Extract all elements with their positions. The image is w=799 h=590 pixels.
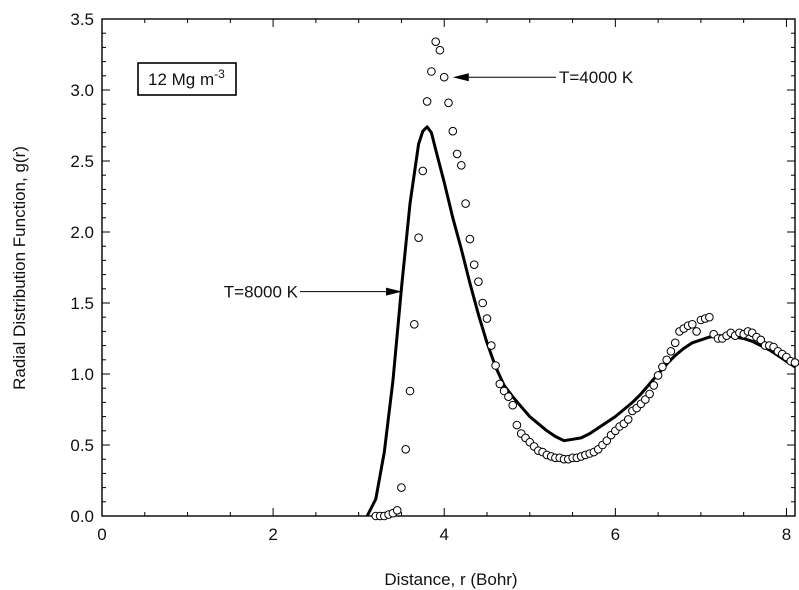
data-point-t-4000-k bbox=[641, 395, 650, 404]
data-point-t-4000-k bbox=[418, 166, 428, 176]
density-label-box: 12 Mg m-3 bbox=[137, 62, 237, 96]
data-point-t-4000-k bbox=[469, 260, 479, 270]
y-axis-title: Radial Distribution Function, g(r) bbox=[10, 146, 29, 390]
data-point-t-4000-k bbox=[405, 386, 415, 396]
y-tick-label: 0.0 bbox=[70, 507, 94, 526]
annotation-label-8000k: T=8000 K bbox=[224, 283, 299, 302]
data-point-t-4000-k bbox=[602, 436, 612, 446]
data-point-t-4000-k bbox=[790, 358, 799, 367]
data-point-t-4000-k bbox=[427, 67, 436, 76]
data-point-t-4000-k bbox=[401, 445, 411, 454]
data-point-t-4000-k bbox=[705, 312, 714, 322]
data-point-t-4000-k bbox=[465, 234, 475, 244]
tick-labels: 0 2 4 6 8 0.0 0.5 1.0 1.5 2.0 2.5 3.0 3.5 bbox=[70, 10, 791, 544]
axes bbox=[101, 18, 796, 517]
ticks bbox=[101, 18, 795, 517]
data-point-t-4000-k bbox=[666, 347, 676, 356]
x-tick-label: 4 bbox=[439, 525, 448, 544]
data-point-t-4000-k bbox=[482, 314, 492, 323]
data-point-t-4000-k bbox=[645, 389, 654, 399]
data-point-t-4000-k bbox=[499, 386, 509, 396]
data-point-t-4000-k bbox=[504, 392, 513, 402]
density-label-text: 12 Mg m bbox=[148, 70, 214, 89]
data-point-t-4000-k bbox=[414, 233, 423, 242]
data-point-t-4000-k bbox=[397, 483, 406, 492]
annotations: T=4000 K T=8000 K bbox=[224, 68, 634, 301]
series-points-t-4000-k bbox=[371, 37, 799, 521]
data-point-t-4000-k bbox=[495, 379, 505, 389]
data-point-t-4000-k bbox=[439, 72, 449, 82]
density-label-exponent: -3 bbox=[214, 67, 225, 81]
data-point-t-4000-k bbox=[508, 400, 518, 410]
annotation-label-4000k: T=4000 K bbox=[559, 68, 634, 87]
y-tick-label: 1.5 bbox=[70, 294, 94, 313]
annotation-arrowhead-8000k bbox=[386, 287, 403, 296]
data-point-t-4000-k bbox=[422, 97, 432, 106]
x-tick-label: 2 bbox=[268, 525, 277, 544]
data-point-t-4000-k bbox=[653, 371, 663, 380]
y-tick-label: 0.5 bbox=[70, 436, 94, 455]
annotation-arrowhead-4000k bbox=[452, 73, 469, 82]
y-tick-label: 1.0 bbox=[70, 365, 94, 384]
data-point-t-4000-k bbox=[457, 161, 466, 170]
data-point-t-4000-k bbox=[452, 149, 462, 159]
data-point-t-4000-k bbox=[487, 341, 496, 350]
data-point-t-4000-k bbox=[435, 45, 445, 55]
plot-frame bbox=[101, 18, 796, 517]
data-point-t-4000-k bbox=[392, 506, 402, 515]
data-point-t-4000-k bbox=[662, 355, 672, 365]
data-point-t-4000-k bbox=[623, 415, 633, 424]
data-point-t-4000-k bbox=[658, 362, 667, 372]
x-tick-label: 6 bbox=[611, 525, 620, 544]
data-point-t-4000-k bbox=[491, 361, 500, 370]
data-point-t-4000-k bbox=[512, 420, 522, 430]
data-point-t-4000-k bbox=[410, 320, 419, 329]
svg-text:12 Mg m-3: 12 Mg m-3 bbox=[148, 67, 225, 89]
y-tick-label: 2.5 bbox=[70, 152, 94, 171]
data-point-t-4000-k bbox=[448, 126, 458, 136]
y-tick-label: 3.0 bbox=[70, 81, 94, 100]
y-tick-label: 2.0 bbox=[70, 223, 94, 242]
data-point-t-4000-k bbox=[431, 37, 441, 47]
x-axis-title: Distance, r (Bohr) bbox=[384, 570, 517, 589]
data-point-t-4000-k bbox=[478, 298, 488, 308]
data-point-t-4000-k bbox=[692, 327, 701, 336]
data-point-t-4000-k bbox=[670, 338, 680, 348]
data-point-t-4000-k bbox=[649, 381, 659, 390]
data-point-t-4000-k bbox=[688, 320, 697, 329]
series bbox=[365, 37, 799, 521]
data-point-t-4000-k bbox=[474, 277, 483, 287]
y-tick-label: 3.5 bbox=[70, 10, 94, 29]
x-tick-label: 8 bbox=[782, 525, 791, 544]
data-point-t-4000-k bbox=[461, 199, 470, 208]
data-point-t-4000-k bbox=[756, 335, 766, 345]
x-tick-label: 0 bbox=[97, 525, 106, 544]
data-point-t-4000-k bbox=[444, 98, 453, 108]
